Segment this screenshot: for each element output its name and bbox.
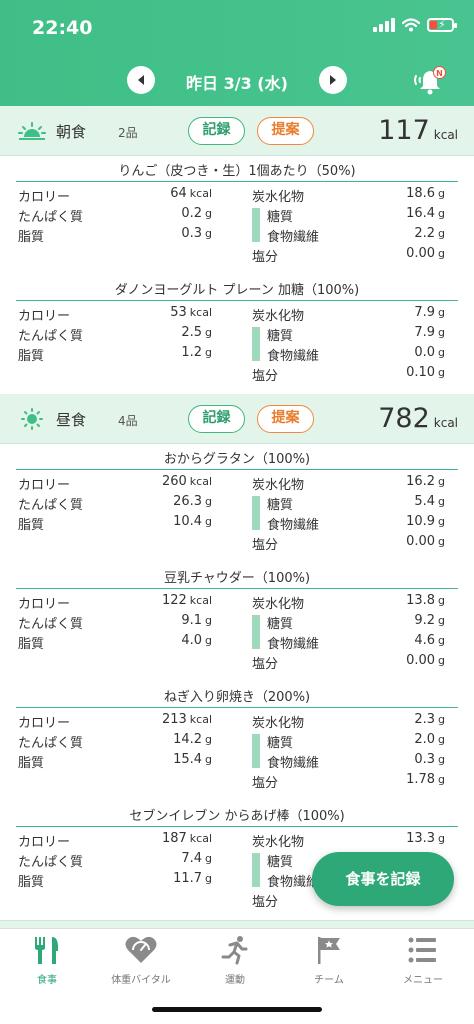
nutrient-row: たんぱく質 9.1 g 糖質 9.2 g — [18, 613, 445, 632]
tab-exercise[interactable]: 運動 — [188, 935, 282, 991]
nutrient-row: カロリー 64 kcal 炭水化物 18.6 g — [18, 186, 445, 205]
carb-breakdown-bar — [252, 327, 260, 361]
tab-weight-vitals[interactable]: 体重バイタル — [94, 935, 188, 991]
food-item[interactable]: ダノンヨーグルト プレーン 加糖（100%) カロリー 53 kcal 炭水化物 7.… — [0, 275, 474, 394]
heart-gauge-icon — [125, 936, 157, 963]
food-item[interactable]: セブンイレブン からあげ棒（100%) カロリー 187 kcal 炭水化物 13.3… — [0, 801, 474, 920]
carb-breakdown-bar — [252, 853, 260, 887]
nutrient-row: 塩分 0.00 g — [252, 653, 445, 672]
notification-button[interactable]: N — [412, 66, 448, 96]
record-button[interactable]: 記録 — [188, 405, 245, 433]
tab-meal[interactable]: 食事 — [0, 935, 94, 991]
status-icons: ⚡ — [373, 18, 457, 32]
suggest-button[interactable]: 提案 — [257, 405, 314, 433]
tab-label: メニュー — [403, 975, 443, 986]
tab-label: 体重バイタル — [111, 975, 171, 986]
food-title: ダノンヨーグルト プレーン 加糖（100%) — [114, 283, 360, 298]
tab-label: チーム — [314, 975, 344, 986]
next-meal-header-partial — [0, 920, 474, 928]
triangle-right-icon — [330, 75, 336, 85]
tab-label: 運動 — [225, 975, 245, 986]
food-title: セブンイレブン からあげ棒（100%) — [129, 809, 345, 824]
nutrient-row: 脂質 11.7 g 食物繊維 — [18, 871, 320, 890]
tab-menu[interactable]: メニュー — [376, 935, 470, 991]
meal-total-kcal: 782 kcal — [378, 403, 458, 434]
meal-total-kcal: 117 kcal — [378, 115, 458, 146]
nutrient-row: たんぱく質 0.2 g 糖質 16.4 g — [18, 206, 445, 225]
tab-label: 食事 — [37, 975, 57, 986]
food-item[interactable]: おからグラタン（100%) カロリー 260 kcal 炭水化物 16.2 g たんぱく… — [0, 444, 474, 563]
app-header: 22:40 ⚡ 昨日 3/3 (水) N — [0, 0, 474, 106]
nutrient-row: 塩分 0.10 g — [252, 365, 445, 384]
nutrient-row: 塩分 — [252, 895, 279, 910]
nutrient-row: 塩分 0.00 g — [252, 246, 445, 265]
nutrient-row: カロリー 187 kcal 炭水化物 13.3 g — [18, 831, 445, 850]
meal-list[interactable]: 朝食 2品 記録 提案 117 kcal りんご（皮つき・生）1個あたり（50%)… — [0, 106, 474, 928]
battery-icon: ⚡ — [427, 18, 457, 32]
carb-breakdown-bar — [252, 208, 260, 242]
nutrient-row: 脂質 1.2 g 食物繊維 0.0 g — [18, 345, 445, 364]
food-item[interactable]: 豆乳チャウダー（100%) カロリー 122 kcal 炭水化物 13.8 g たんぱく… — [0, 563, 474, 682]
food-title: 豆乳チャウダー（100%) — [163, 571, 311, 586]
food-title: おからグラタン（100%) — [163, 452, 311, 467]
prev-day-button[interactable] — [127, 66, 155, 94]
flag-icon — [318, 937, 340, 964]
status-time: 22:40 — [32, 17, 93, 39]
nutrient-row: 脂質 4.0 g 食物繊維 4.6 g — [18, 633, 445, 652]
food-item[interactable]: りんご（皮つき・生）1個あたり（50%) カロリー 64 kcal 炭水化物 18.6… — [0, 156, 474, 275]
cellular-signal-icon — [373, 18, 395, 32]
sun-icon — [21, 408, 43, 430]
food-title: ねぎ入り卵焼き（200%) — [163, 690, 311, 705]
nutrient-row: たんぱく質 7.4 g 糖質 — [18, 851, 294, 870]
meal-header-lunch: 昼食 4品 記録 提案 782 kcal — [0, 394, 474, 444]
nutrient-row: 塩分 0.00 g — [252, 534, 445, 553]
carb-breakdown-bar — [252, 615, 260, 649]
date-label[interactable]: 昨日 3/3 (水) — [186, 74, 288, 93]
nutrient-row: たんぱく質 2.5 g 糖質 7.9 g — [18, 325, 445, 344]
notification-badge: N — [433, 66, 446, 79]
meal-item-count: 2品 — [118, 126, 138, 140]
nutrient-row: カロリー 122 kcal 炭水化物 13.8 g — [18, 593, 445, 612]
record-meal-button[interactable]: 食事を記録 — [312, 852, 454, 906]
date-navigation: 昨日 3/3 (水) N — [0, 66, 474, 96]
nutrient-row: カロリー 53 kcal 炭水化物 7.9 g — [18, 305, 445, 324]
meal-name: 朝食 — [56, 123, 87, 141]
meal-header-breakfast: 朝食 2品 記録 提案 117 kcal — [0, 106, 474, 156]
runner-icon — [221, 936, 248, 965]
menu-list-icon — [408, 937, 436, 963]
suggest-button[interactable]: 提案 — [257, 117, 314, 145]
nutrient-row: カロリー 260 kcal 炭水化物 16.2 g — [18, 474, 445, 493]
fork-knife-icon — [35, 937, 58, 964]
nutrient-row: 脂質 15.4 g 食物繊維 0.3 g — [18, 752, 445, 771]
nutrient-row: たんぱく質 26.3 g 糖質 5.4 g — [18, 494, 445, 513]
meal-name: 昼食 — [56, 411, 87, 429]
food-item[interactable]: ねぎ入り卵焼き（200%) カロリー 213 kcal 炭水化物 2.3 g たんぱく質… — [0, 682, 474, 801]
sunrise-icon — [18, 122, 46, 140]
food-title: りんご（皮つき・生）1個あたり（50%) — [118, 164, 356, 179]
next-day-button[interactable] — [319, 66, 347, 94]
carb-breakdown-bar — [252, 734, 260, 768]
nutrient-row: 脂質 0.3 g 食物繊維 2.2 g — [18, 226, 445, 245]
nutrient-row: たんぱく質 14.2 g 糖質 2.0 g — [18, 732, 445, 751]
meal-item-count: 4品 — [118, 414, 138, 428]
nutrient-row: 脂質 10.4 g 食物繊維 10.9 g — [18, 514, 445, 533]
wifi-icon — [402, 18, 420, 32]
carb-breakdown-bar — [252, 496, 260, 530]
nutrient-row: カロリー 213 kcal 炭水化物 2.3 g — [18, 712, 445, 731]
nutrient-row: 塩分 1.78 g — [252, 772, 445, 791]
record-button[interactable]: 記録 — [188, 117, 245, 145]
home-indicator — [152, 1007, 322, 1012]
triangle-left-icon — [138, 75, 144, 85]
tab-team[interactable]: チーム — [282, 935, 376, 991]
